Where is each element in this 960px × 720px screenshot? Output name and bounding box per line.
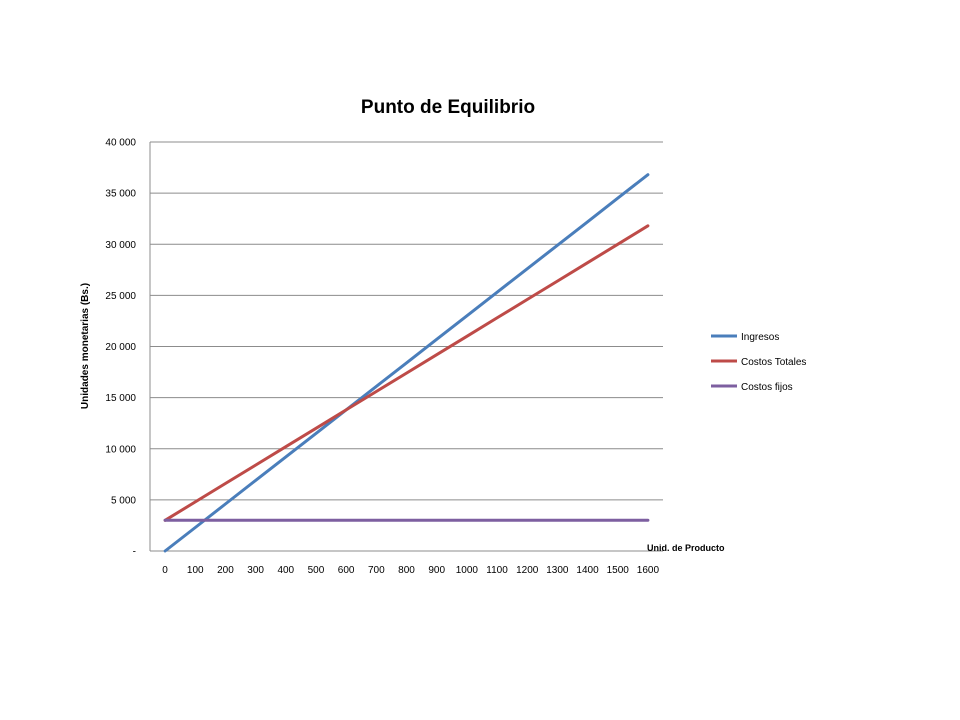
y-tick-label: 15 000: [105, 393, 136, 404]
x-tick-label: 200: [217, 565, 234, 576]
y-tick-label: 40 000: [105, 138, 136, 149]
y-tick-label: 35 000: [105, 189, 136, 200]
y-tick-label: 10 000: [105, 444, 136, 455]
y-axis-label: Unidades monetarias (Bs.): [80, 283, 91, 409]
y-axis-ticks: - 5 000 10 000 15 000 20 000 25 000 30 000 35 0…: [105, 138, 136, 558]
x-tick-label: 600: [338, 565, 355, 576]
x-axis-label: Unid. de Producto: [647, 543, 725, 553]
x-tick-label: 1300: [546, 565, 569, 576]
legend-label: Ingresos: [741, 332, 779, 343]
x-tick-label: 1000: [456, 565, 479, 576]
x-tick-label: 400: [277, 565, 294, 576]
x-tick-label: 700: [368, 565, 385, 576]
gridlines: [149, 141, 663, 552]
chart-title: Punto de Equilibrio: [361, 97, 535, 118]
x-tick-label: 500: [308, 565, 325, 576]
x-tick-label: 1200: [516, 565, 539, 576]
x-tick-label: 800: [398, 565, 415, 576]
x-tick-label: 100: [187, 565, 204, 576]
x-tick-label: 1600: [637, 565, 660, 576]
series-line-1: [163, 224, 650, 522]
legend: Ingresos Costos Totales Costos fijos: [711, 332, 806, 393]
x-tick-label: 300: [247, 565, 264, 576]
y-tick-label: 30 000: [105, 240, 136, 251]
x-tick-label: 0: [162, 565, 168, 576]
y-tick-label: -: [133, 547, 136, 558]
x-tick-label: 1400: [576, 565, 599, 576]
legend-label: Costos Totales: [741, 357, 806, 368]
y-tick-label: 25 000: [105, 291, 136, 302]
series-line-0: [163, 173, 650, 553]
x-tick-label: 900: [428, 565, 445, 576]
y-tick-label: 5 000: [111, 495, 136, 506]
y-tick-label: 20 000: [105, 342, 136, 353]
legend-label: Costos fijos: [741, 382, 793, 393]
series-lines: [163, 173, 650, 553]
x-tick-label: 1500: [607, 565, 630, 576]
x-axis-ticks: 0 100 200 300 400 500 600 700 800 900 1000 1100 1200…: [162, 565, 659, 576]
x-tick-label: 1100: [486, 565, 508, 576]
